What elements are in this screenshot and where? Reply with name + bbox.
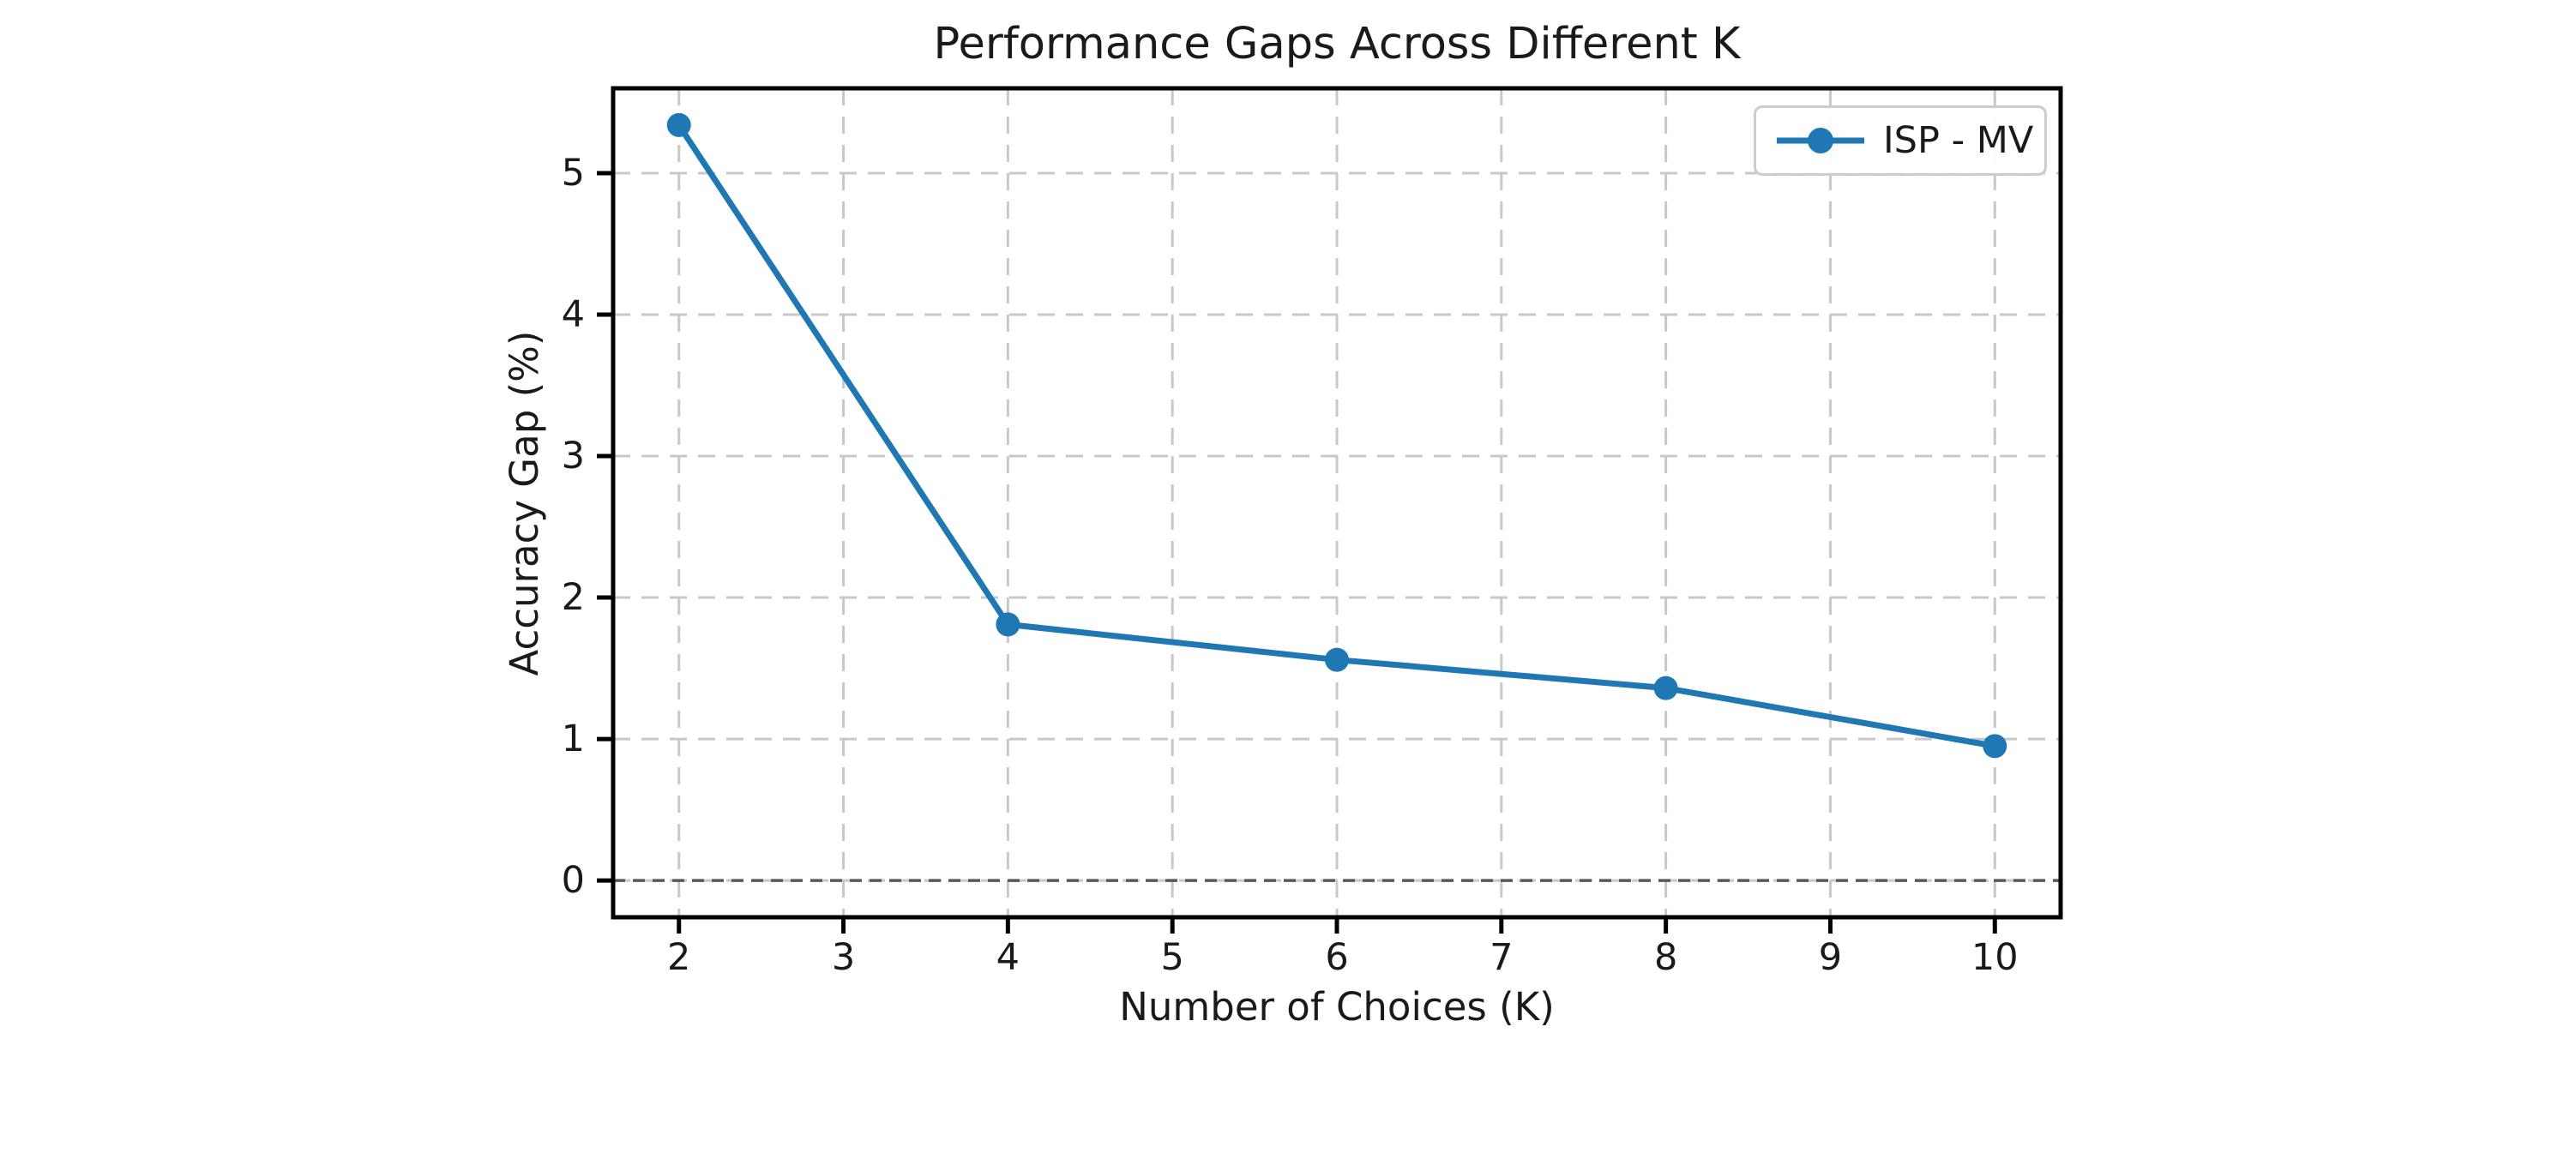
chart-title: Performance Gaps Across Different K: [933, 19, 1741, 69]
legend-label: ISP - MV: [1883, 119, 2034, 162]
data-point-marker: [996, 612, 1020, 637]
data-point-marker: [1325, 647, 1349, 672]
data-point-marker: [1653, 676, 1678, 700]
x-tick-label: 2: [667, 936, 691, 979]
y-tick-label: 0: [561, 859, 585, 903]
x-tick-label: 9: [1818, 936, 1843, 979]
y-tick-label: 5: [561, 152, 585, 195]
y-tick-label: 1: [561, 718, 585, 761]
x-tick-label: 7: [1490, 936, 1514, 979]
x-tick-label: 3: [831, 936, 856, 979]
y-tick-label: 2: [561, 576, 585, 620]
x-tick-label: 5: [1160, 936, 1184, 979]
axes-spines: [611, 86, 2063, 920]
legend-line-marker-icon: [1777, 128, 1864, 153]
legend: ISP - MV: [1754, 105, 2047, 176]
x-tick-label: 10: [1971, 936, 2019, 979]
x-tick-label: 6: [1325, 936, 1349, 979]
x-tick-label: 8: [1653, 936, 1678, 979]
data-point-marker: [666, 112, 691, 137]
data-point-marker: [1983, 734, 2007, 759]
y-tick-label: 4: [561, 293, 585, 337]
y-tick-label: 3: [561, 435, 585, 478]
x-axis-label: Number of Choices (K): [1119, 984, 1555, 1030]
x-tick-label: 4: [996, 936, 1020, 979]
